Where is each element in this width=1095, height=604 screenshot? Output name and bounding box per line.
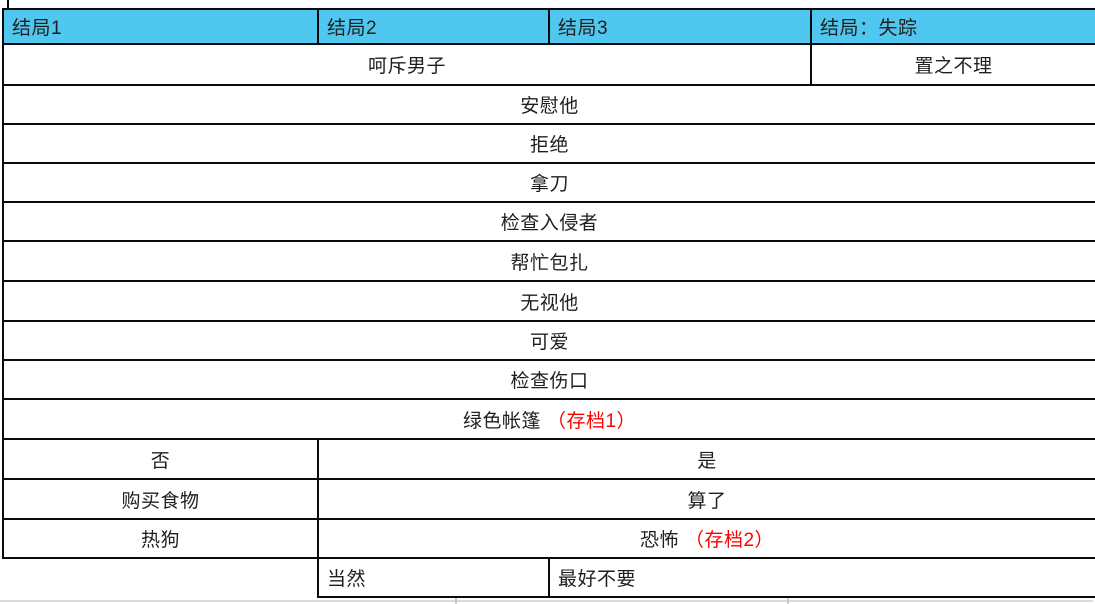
top-edge-border-stub — [7, 0, 9, 9]
cell-text: 呵斥男子 — [367, 56, 446, 77]
cell-text: 安慰他 — [520, 96, 579, 117]
cell-text: 是 — [697, 450, 717, 472]
next-row-faint-divider-left — [455, 598, 457, 604]
cell-text: 购买食物 — [121, 490, 200, 512]
cell-text: 帮忙包扎 — [510, 252, 589, 274]
table-cell: 置之不理 — [810, 43, 1095, 86]
header-cell: 结局2 — [317, 8, 550, 45]
table-cell: 最好不要 — [548, 557, 1095, 598]
cell-text: 结局2 — [327, 18, 378, 39]
cell-text: 算了 — [687, 490, 727, 512]
table-cell: 拒绝 — [2, 123, 1095, 164]
cell-text: 无视他 — [520, 292, 579, 314]
table-cell: 帮忙包扎 — [2, 240, 1095, 282]
cell-text: 检查入侵者 — [500, 213, 599, 234]
cell-text: 结局：失踪 — [820, 18, 918, 39]
table-cell: 检查入侵者 — [2, 201, 1095, 242]
table-cell: 绿色帐篷 （存档1） — [2, 398, 1095, 440]
cell-text: 可爱 — [529, 332, 569, 353]
header-cell: 结局1 — [2, 8, 319, 45]
table-cell: 拿刀 — [2, 162, 1095, 203]
table-cell: 热狗 — [2, 518, 319, 559]
cell-text: 热狗 — [140, 530, 180, 551]
cell-text: 拿刀 — [529, 174, 569, 195]
table-cell: 可爱 — [2, 320, 1095, 361]
header-cell: 结局：失踪 — [810, 8, 1095, 45]
table-cell: 否 — [2, 438, 319, 480]
save-point-label: （存档2） — [684, 530, 775, 551]
table-cell: 购买食物 — [2, 478, 319, 520]
cell-text: 最好不要 — [558, 569, 637, 590]
next-row-faint-divider-right — [787, 598, 789, 604]
cell-text: 当然 — [327, 569, 367, 590]
table-cell: 恐怖 （存档2） — [317, 518, 1095, 559]
cell-text: 拒绝 — [529, 135, 569, 156]
cell-text: 恐怖 — [639, 530, 679, 551]
table-cell: 安慰他 — [2, 84, 1095, 125]
cell-text: 结局3 — [558, 18, 609, 39]
table-cell: 算了 — [317, 478, 1095, 520]
cell-text: 检查伤口 — [510, 371, 589, 392]
header-cell: 结局3 — [548, 8, 812, 45]
table-cell: 无视他 — [2, 280, 1095, 322]
cell-text: 绿色帐篷 — [462, 410, 541, 432]
table-cell: 是 — [317, 438, 1095, 480]
table-cell: 呵斥男子 — [2, 43, 812, 86]
cell-text: 置之不理 — [914, 56, 993, 77]
cell-text: 否 — [150, 450, 171, 472]
next-row-faint-line — [0, 600, 1093, 602]
save-point-label: （存档1） — [546, 410, 637, 432]
cell-text: 结局1 — [12, 18, 63, 39]
table-cell: 检查伤口 — [2, 359, 1095, 400]
table-cell: 当然 — [317, 557, 550, 598]
